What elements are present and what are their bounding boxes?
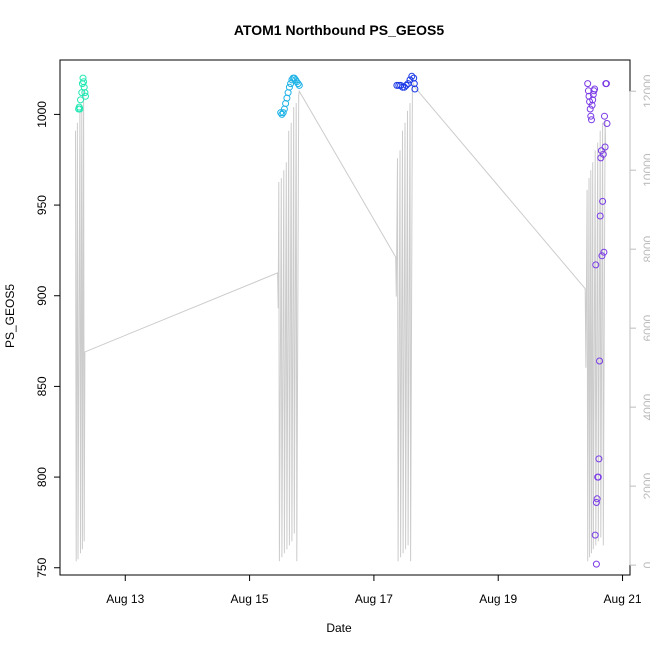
y-left-tick-label: 1000	[35, 101, 49, 128]
data-point	[596, 212, 604, 220]
data-point	[584, 80, 592, 88]
data-point	[599, 197, 607, 205]
data-point	[601, 112, 608, 120]
x-axis: Aug 13 Aug 15 Aug 17 Aug 19 Aug 21	[106, 574, 642, 606]
y-right-tick-label: 8000	[641, 236, 650, 263]
y-axis-right: 0 2000 4000 6000 8000 10000 12000	[629, 74, 650, 568]
y-right-tick-label: 0	[641, 561, 650, 568]
data-point	[410, 80, 418, 88]
x-tick-label: Aug 21	[604, 592, 642, 606]
y-axis-label: PS_GEOS5	[3, 284, 17, 348]
points-layer	[75, 72, 611, 568]
data-point	[294, 80, 302, 88]
data-point	[400, 83, 408, 91]
data-point	[585, 92, 593, 100]
data-point	[597, 147, 605, 155]
data-point	[283, 94, 291, 102]
data-point	[411, 85, 419, 93]
data-point	[80, 83, 88, 91]
y-right-tick-label: 4000	[641, 393, 650, 420]
data-point	[81, 89, 89, 97]
data-point	[406, 76, 414, 84]
x-tick-label: Aug 15	[231, 592, 269, 606]
y-left-tick-label: 850	[35, 376, 49, 396]
data-point	[603, 120, 611, 127]
data-point	[277, 109, 285, 117]
data-point	[295, 81, 303, 89]
data-point	[287, 80, 295, 88]
altitude-line	[75, 81, 607, 562]
data-point	[402, 81, 410, 89]
data-point	[588, 101, 596, 109]
altitude-line-layer	[75, 81, 607, 562]
data-point	[592, 560, 600, 568]
data-point	[77, 96, 84, 104]
chart-title: ATOM1 Northbound PS_GEOS5	[234, 22, 444, 38]
data-point	[599, 150, 607, 158]
data-point	[586, 105, 594, 113]
data-point	[280, 105, 288, 113]
data-point	[285, 83, 293, 91]
data-point	[399, 83, 406, 91]
x-tick-label: Aug 13	[106, 592, 144, 606]
x-tick-label: Aug 17	[355, 592, 393, 606]
data-point	[596, 357, 603, 365]
x-tick-label: Aug 19	[479, 592, 517, 606]
data-point	[594, 473, 602, 481]
y-left-tick-label: 800	[35, 467, 49, 487]
y-right-tick-label: 2000	[641, 472, 650, 499]
data-point	[408, 72, 416, 80]
data-point	[601, 143, 609, 151]
data-point	[595, 455, 603, 463]
y-right-tick-label: 12000	[641, 74, 650, 108]
data-point	[600, 248, 608, 256]
y-left-tick-label: 950	[35, 195, 49, 215]
x-axis-label: Date	[326, 621, 352, 635]
data-point	[592, 261, 600, 269]
data-point	[76, 105, 84, 113]
y-left-tick-label: 750	[35, 557, 49, 577]
y-left-tick-label: 900	[35, 285, 49, 305]
data-point	[279, 109, 287, 117]
y-right-tick-label: 10000	[641, 153, 650, 187]
data-point	[602, 80, 610, 88]
y-right-tick-label: 6000	[641, 314, 650, 341]
data-point	[589, 96, 597, 104]
y-axis-left: 750 800 850 900 950 1000	[35, 101, 61, 578]
plot-frame	[59, 59, 631, 576]
data-point	[591, 85, 599, 93]
data-point	[82, 92, 89, 100]
data-point	[591, 531, 599, 539]
data-point	[592, 499, 600, 506]
data-point	[593, 495, 601, 503]
data-point	[598, 252, 606, 260]
data-point	[79, 74, 87, 82]
data-point	[587, 112, 595, 120]
data-point	[80, 78, 88, 86]
data-point	[588, 116, 595, 124]
